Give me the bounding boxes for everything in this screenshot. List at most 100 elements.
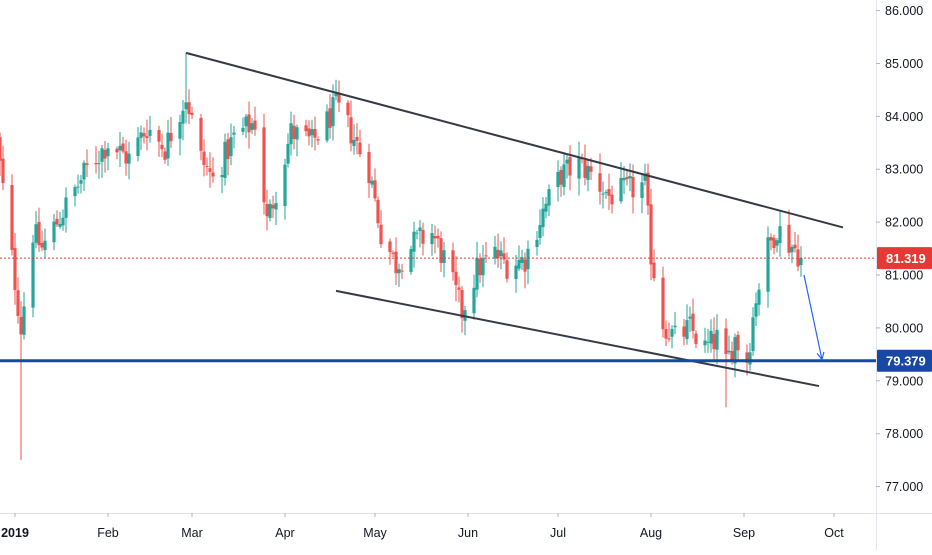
candle-body-119: [496, 249, 500, 259]
candle-body-77: [316, 139, 320, 141]
candle-body-18: [73, 187, 77, 197]
y-tick-label-9: 86.000: [885, 4, 923, 18]
candle-body-64: [265, 204, 269, 217]
candle-body-83: [346, 102, 350, 116]
horizontal-level-label-bg: [877, 349, 932, 372]
candle-body-143: [598, 173, 602, 192]
candle-body-115: [478, 258, 482, 276]
candle-body-61: [250, 123, 254, 130]
candle-body-86: [355, 136, 359, 141]
candle-body-121: [502, 253, 506, 260]
candle-body-51: [208, 168, 212, 172]
candle-body-120: [499, 250, 503, 257]
candle-body-151: [628, 175, 632, 179]
candle-body-46: [187, 102, 191, 115]
candle-body-91: [376, 199, 380, 224]
horizontal-level-label-text: 79.379: [886, 354, 926, 369]
upper-trendline: [185, 51, 844, 229]
candle-body-118: [493, 246, 497, 259]
forecast-arrow-shaft: [803, 274, 823, 360]
candle-body-144: [601, 193, 605, 195]
candle-body-117: [484, 255, 488, 257]
candle-body-180: [751, 317, 755, 352]
candle-body-183: [766, 237, 770, 292]
candle-body-48: [199, 117, 203, 151]
candle-body-174: [727, 350, 731, 353]
candle-body-66: [271, 204, 275, 209]
candle-body-72: [295, 127, 299, 140]
candle-body-157: [652, 262, 656, 279]
candle-body-8: [31, 242, 35, 308]
candle-body-148: [619, 177, 623, 202]
candle-body-187: [778, 226, 782, 244]
candle-body-131: [544, 203, 548, 212]
candle-body-76: [313, 129, 317, 138]
candle-body-129: [538, 225, 542, 238]
candle-body-156: [649, 204, 653, 265]
x-tick-label-9: Oct: [824, 526, 844, 540]
last-price-label-bg: [877, 247, 932, 270]
candle-body-135: [562, 164, 566, 188]
x-tick-label-5: Jun: [458, 526, 478, 540]
candle-body-184: [769, 236, 773, 241]
candle-body-106: [439, 238, 443, 263]
last-price-label-text: 81.319: [886, 251, 926, 266]
candle-body-35: [142, 133, 146, 137]
candle-body-28: [115, 148, 119, 153]
candle-body-96: [397, 269, 401, 274]
candle-body-100: [415, 232, 419, 234]
candle-body-145: [604, 192, 608, 194]
candle-body-185: [772, 237, 776, 249]
candle-body-125: [520, 257, 524, 263]
candle-body-16: [61, 217, 65, 226]
candle-body-15: [58, 224, 62, 227]
candle-body-20: [79, 180, 83, 184]
candle-body-88: [367, 152, 371, 184]
candle-body-130: [541, 208, 545, 228]
candle-body-21: [82, 162, 86, 180]
x-tick-label-6: Jul: [550, 526, 566, 540]
x-tick-label-0: 2019: [1, 526, 29, 540]
candle-body-33: [136, 137, 140, 157]
candle-body-162: [673, 325, 677, 328]
candle-body-138: [577, 156, 581, 179]
candle-body-31: [124, 151, 128, 164]
x-tick-label-3: Apr: [275, 526, 294, 540]
candle-body-97: [400, 270, 404, 272]
candle-body-37: [148, 129, 152, 136]
candle-body-99: [412, 231, 416, 252]
x-tick-label-2: Mar: [181, 526, 203, 540]
candle-body-122: [505, 260, 509, 279]
candle-body-177: [736, 334, 740, 351]
y-tick-label-1: 78.000: [885, 427, 923, 441]
candle-body-155: [646, 172, 650, 206]
x-tick-label-7: Aug: [640, 526, 662, 540]
candle-body-13: [52, 221, 56, 243]
candle-body-153: [640, 182, 644, 198]
candle-body-104: [433, 235, 437, 239]
candle-body-23: [94, 163, 98, 165]
candle-body-54: [223, 141, 227, 178]
candle-body-53: [220, 174, 224, 178]
candle-body-1: [0, 137, 2, 161]
candle-body-80: [331, 97, 335, 127]
candle-body-134: [559, 169, 563, 185]
candle-body-161: [670, 328, 674, 337]
candle-body-17: [64, 197, 68, 218]
candle-body-158: [661, 277, 665, 330]
candle-body-29: [118, 145, 122, 151]
candle-body-44: [181, 110, 185, 124]
candle-body-166: [691, 313, 695, 331]
candle-body-113: [472, 287, 476, 314]
candle-body-178: [745, 352, 749, 363]
candle-body-142: [589, 166, 593, 172]
y-tick-label-7: 84.000: [885, 110, 923, 124]
candle-body-70: [289, 123, 293, 145]
candle-body-63: [262, 127, 266, 203]
candle-body-78: [325, 111, 329, 141]
candle-body-56: [229, 137, 233, 157]
candle-body-58: [241, 127, 245, 132]
